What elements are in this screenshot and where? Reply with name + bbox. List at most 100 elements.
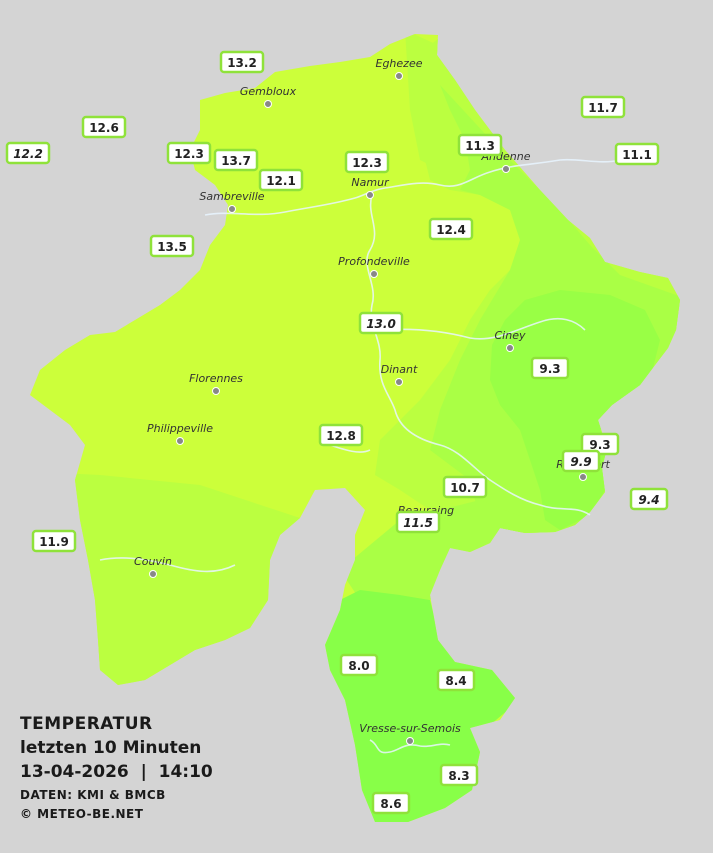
town-dot [579, 473, 587, 481]
town-ciney: Ciney [495, 329, 526, 352]
town-dot [370, 270, 378, 278]
legend-copyright: © METEO-BE.NET [20, 807, 144, 821]
town-dinant: Dinant [381, 363, 418, 386]
legend-datetime: 13-04-2026 | 14:10 [20, 762, 213, 782]
town-label: Eghezee [376, 57, 423, 70]
badge-box [439, 763, 479, 787]
station-readings: 13.2 12.6 12.2 12.3 13.7 12.1 12.3 11.3 11.7 11.1… [5, 50, 669, 815]
station-value: 9.3 [589, 438, 610, 452]
station-value: 13.7 [221, 154, 251, 168]
station-value: 11.5 [403, 516, 433, 530]
station-badge: 8.3 [439, 763, 479, 787]
badge-box [580, 95, 626, 119]
station-value: 9.9 [570, 455, 591, 469]
badge-box [166, 141, 212, 165]
town-label: Vresse-sur-Semois [359, 722, 461, 735]
station-badge: 8.4 [436, 668, 476, 692]
zone-11-12-southwest [30, 470, 300, 700]
legend-title: TEMPERATUR [20, 714, 153, 734]
station-value: 11.9 [39, 535, 69, 549]
station-value: 10.7 [450, 481, 480, 495]
badge-box [371, 791, 411, 815]
station-value: 13.5 [157, 240, 187, 254]
town-label: Couvin [134, 555, 172, 568]
badge-box [614, 142, 660, 166]
zone-9-10 [490, 290, 660, 530]
station-value: 8.4 [445, 674, 466, 688]
town-dot [149, 570, 157, 578]
station-badge: 11.7 [580, 95, 626, 119]
station-value: 8.6 [380, 797, 401, 811]
town-label: Dinant [381, 363, 418, 376]
station-value: 13.2 [227, 56, 257, 70]
zone-8-9 [320, 590, 520, 822]
rivers [99, 158, 621, 754]
station-value: 11.3 [465, 139, 495, 153]
station-badge: 13.5 [149, 234, 195, 258]
station-badge: 12.2 [5, 141, 51, 165]
town-label: Sambreville [199, 190, 264, 203]
town-dot [506, 344, 514, 352]
town-dot [406, 737, 414, 745]
town-label: Gembloux [240, 85, 297, 98]
station-badge: 12.1 [258, 168, 304, 192]
town-dot [395, 378, 403, 386]
station-value: 12.6 [89, 121, 119, 135]
station-badge: 8.6 [371, 791, 411, 815]
station-value: 11.7 [588, 101, 618, 115]
badge-box [428, 217, 474, 241]
station-badge: 9.4 [629, 487, 669, 511]
station-badge: 13.0 [358, 311, 404, 335]
legend-period: letzten 10 Minuten [20, 738, 202, 758]
town-label: Florennes [189, 372, 243, 385]
station-badge: 12.4 [428, 217, 474, 241]
badge-box [358, 311, 404, 335]
station-badge: 12.3 [344, 150, 390, 174]
town-label: Namur [351, 176, 390, 189]
station-badge: 11.1 [614, 142, 660, 166]
badge-box [629, 487, 669, 511]
station-value: 12.2 [13, 147, 43, 161]
town-label: Ciney [495, 329, 526, 342]
station-value: 8.0 [348, 659, 369, 673]
zone-10-11-south [340, 500, 530, 600]
station-badge: 10.7 [442, 475, 488, 499]
badge-box [31, 529, 77, 553]
town-dot [228, 205, 236, 213]
town-label: Philippeville [147, 422, 213, 435]
station-value: 12.3 [174, 147, 204, 161]
town-dot [212, 387, 220, 395]
station-badge: 11.3 [457, 133, 503, 157]
town-couvin: Couvin [134, 555, 172, 578]
station-value: 9.3 [539, 362, 560, 376]
legend: TEMPERATUR letzten 10 Minuten 13-04-2026… [20, 712, 213, 824]
station-value: 13.0 [366, 317, 396, 331]
station-value: 8.3 [448, 769, 469, 783]
badge-box [5, 141, 51, 165]
station-badge: 11.9 [31, 529, 77, 553]
badge-box [318, 423, 364, 447]
station-value: 12.4 [436, 223, 466, 237]
town-labels: EghezeeGemblouxAndenneNamurSambrevillePr… [134, 57, 610, 745]
town-dot [176, 437, 184, 445]
town-philippeville: Philippeville [147, 422, 213, 445]
badge-box [457, 133, 503, 157]
badge-box [213, 148, 259, 172]
legend-source: DATEN: KMI & BMCB [20, 788, 166, 802]
town-florennes: Florennes [189, 372, 243, 395]
badge-box [81, 115, 127, 139]
town-dot [395, 72, 403, 80]
town-namur: Namur [351, 176, 390, 199]
town-gembloux: Gembloux [240, 85, 297, 108]
badge-box [344, 150, 390, 174]
town-vresse-sur-semois: Vresse-sur-Semois [359, 722, 461, 745]
badge-box [149, 234, 195, 258]
station-value: 12.1 [266, 174, 296, 188]
town-label: Profondeville [338, 255, 410, 268]
station-value: 11.1 [622, 148, 652, 162]
badge-box [442, 475, 488, 499]
station-value: 12.3 [352, 156, 382, 170]
station-badge: 9.3 [580, 432, 620, 456]
station-badge: 12.6 [81, 115, 127, 139]
